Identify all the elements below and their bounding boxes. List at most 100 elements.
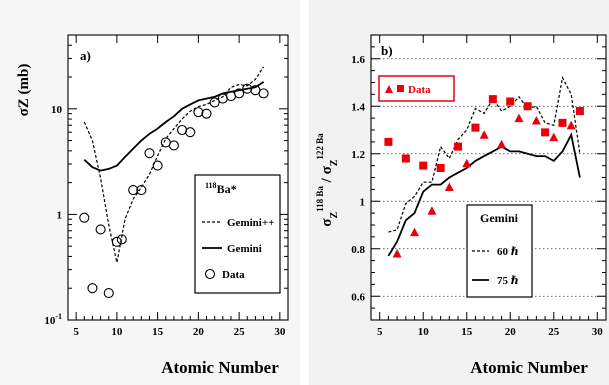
x-tick-label-a: 25 bbox=[234, 326, 246, 338]
legend-label-data-b: Data bbox=[408, 84, 431, 96]
data-point-a bbox=[258, 88, 269, 99]
x-tick-label-b: 25 bbox=[548, 326, 560, 338]
series-line-gemini-pp bbox=[83, 66, 265, 263]
y-tick-label-b: 1 bbox=[360, 196, 366, 208]
data-point-square-b bbox=[506, 97, 515, 106]
data-point-square-b bbox=[523, 102, 532, 111]
y-tick-label-a: 10 bbox=[51, 104, 63, 116]
data-point-triangle-b bbox=[566, 120, 576, 130]
data-point-triangle-b bbox=[531, 116, 541, 125]
legend-label-75hbar: 75 ℏ bbox=[497, 275, 519, 287]
chart-a: a) σZ (mb) Atomic Number 5 10 15 20 25 3010-1… bbox=[16, 34, 289, 377]
data-point-square-b bbox=[558, 118, 567, 127]
axis-ticks-b: 5 10 15 20 25 30 0.6 0.8 1 1.2 1.4 1.6 bbox=[351, 35, 606, 338]
data-point-a bbox=[136, 185, 147, 196]
legend-label-data-a: Data bbox=[222, 269, 245, 281]
data-point-square-b bbox=[541, 128, 550, 137]
data-point-triangle-b bbox=[427, 206, 437, 215]
x-tick-label-a: 15 bbox=[152, 326, 164, 338]
series-a bbox=[79, 66, 269, 299]
data-point-triangle-b bbox=[479, 130, 489, 139]
data-point-a bbox=[152, 160, 163, 171]
y-tick-base-a: 10 bbox=[44, 315, 56, 327]
legend-swatch-square-b bbox=[397, 85, 404, 92]
data-point-a bbox=[95, 224, 106, 235]
data-point-a bbox=[79, 212, 90, 223]
legend-box-data-b bbox=[378, 75, 455, 102]
x-tick-label-a: 20 bbox=[193, 326, 205, 338]
legend-swatch-triangle-b bbox=[385, 85, 393, 93]
panel-b: b) σZ118 Ba / σZ122 Ba Atomic Number 5 10… bbox=[309, 0, 609, 385]
y-tick-exponent-a: -1 bbox=[55, 312, 62, 321]
data-point-triangle-b bbox=[410, 227, 420, 237]
y-tick-label-a: 10-1 bbox=[44, 312, 62, 327]
data-point-square-b bbox=[436, 164, 445, 172]
data-point-a bbox=[242, 83, 253, 94]
y-tick-label-b: 1.6 bbox=[351, 54, 365, 66]
data-point-a bbox=[128, 185, 139, 196]
x-axis-title-a: Atomic Number bbox=[161, 358, 279, 377]
data-point-triangle-b bbox=[514, 113, 524, 123]
legend-title-a: 118Ba* bbox=[205, 181, 237, 196]
x-tick-label-b: 20 bbox=[505, 326, 517, 338]
data-point-triangle-b bbox=[462, 158, 472, 168]
y-title-sep: / σ bbox=[319, 165, 335, 186]
x-tick-label-a: 5 bbox=[73, 326, 79, 338]
y-tick-label-b: 1.4 bbox=[351, 101, 365, 113]
y-title-sub-1: Z bbox=[329, 212, 340, 219]
y-tick-label-b: 1.2 bbox=[351, 149, 365, 161]
data-point-triangle-b bbox=[444, 182, 454, 191]
y-tick-label-b: 0.8 bbox=[351, 244, 365, 256]
x-axis-title-b: Atomic Number bbox=[470, 358, 588, 377]
data-point-a bbox=[103, 287, 114, 299]
y-tick-label-b: 0.6 bbox=[351, 291, 365, 303]
data-point-square-b bbox=[488, 95, 497, 104]
legend-label-gemini: Gemini bbox=[227, 243, 262, 255]
data-point-a bbox=[144, 148, 155, 159]
panel-label-b: b) bbox=[381, 43, 393, 58]
y-title-sup-1: 118 Ba bbox=[315, 186, 325, 212]
x-tick-label-b: 15 bbox=[461, 326, 473, 338]
data-point-a bbox=[234, 88, 245, 99]
data-point-square-b bbox=[384, 137, 393, 146]
series-line-60hbar bbox=[388, 75, 581, 233]
y-title-sup-2: 122 Ba bbox=[315, 133, 325, 160]
y-title-sigma-1: σ bbox=[319, 218, 335, 227]
legend-label-60hbar: 60 ℏ bbox=[497, 246, 519, 258]
data-point-triangle-b bbox=[392, 249, 402, 258]
data-point-square-b bbox=[471, 123, 480, 132]
series-b bbox=[384, 75, 584, 258]
y-title-sub-2: Z bbox=[329, 159, 340, 166]
legend-label-gemini-pp: Gemini++ bbox=[227, 217, 274, 229]
panel-label-a: a) bbox=[80, 48, 91, 63]
data-point-a bbox=[116, 234, 127, 245]
legend-box-a bbox=[194, 174, 281, 294]
x-tick-label-b: 5 bbox=[377, 326, 383, 338]
legend-title-element-a: Ba* bbox=[217, 182, 237, 196]
data-point-a bbox=[209, 97, 220, 108]
data-point-square-b bbox=[575, 107, 584, 115]
data-point-square-b bbox=[419, 161, 428, 170]
legend-gemini-b: Gemini 60 ℏ 75 ℏ bbox=[466, 204, 533, 298]
legend-a: 118Ba* Gemini++ Gemini Data bbox=[194, 174, 281, 294]
panel-a: a) σZ (mb) Atomic Number 5 10 15 20 25 30 10-1… bbox=[0, 0, 300, 385]
chart-b: b) σZ118 Ba / σZ122 Ba Atomic Number 5 10… bbox=[315, 34, 607, 377]
series-line-gemini bbox=[83, 81, 265, 172]
y-axis-title-b: σZ118 Ba / σZ122 Ba bbox=[315, 133, 340, 227]
x-tick-label-b: 30 bbox=[592, 326, 604, 338]
y-axis-title-a: σZ (mb) bbox=[16, 64, 32, 117]
data-point-a bbox=[168, 140, 179, 151]
data-point-square-b bbox=[454, 142, 463, 151]
legend-title-gemini-b: Gemini bbox=[480, 211, 519, 225]
legend-data-b: Data bbox=[378, 75, 455, 102]
x-tick-label-a: 30 bbox=[274, 326, 286, 338]
x-tick-label-b: 10 bbox=[418, 326, 430, 338]
data-point-triangle-b bbox=[549, 132, 559, 142]
x-tick-label-a: 10 bbox=[111, 326, 123, 338]
data-point-a bbox=[185, 127, 196, 138]
data-point-a bbox=[201, 108, 212, 119]
legend-title-mass-a: 118 bbox=[205, 181, 217, 190]
legend-swatch-data-a bbox=[204, 268, 216, 280]
data-point-a bbox=[87, 283, 98, 294]
